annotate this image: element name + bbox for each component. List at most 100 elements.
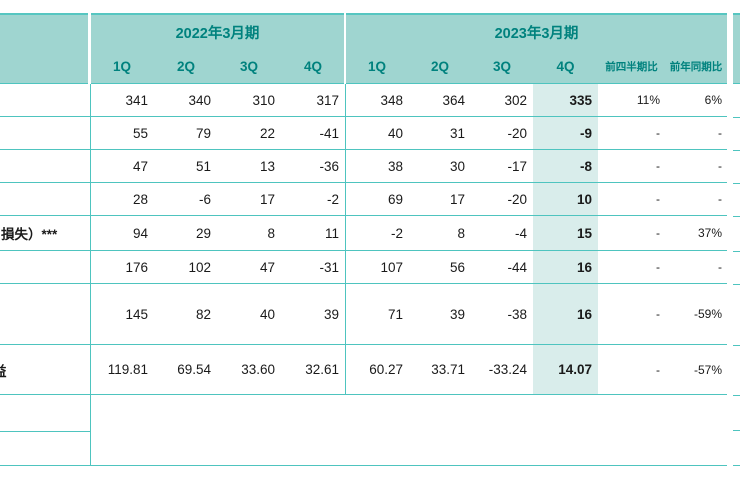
cell-r4-c9: - <box>656 192 660 206</box>
cell-r7-c8: 16 <box>576 306 592 322</box>
cell-r1-c8: 335 <box>569 92 592 108</box>
col-header-2022-2q: 2Q <box>176 58 195 74</box>
cell-r2-c5: 40 <box>387 125 403 141</box>
cell-r2-c6: 31 <box>449 125 465 141</box>
row-label <box>0 84 90 116</box>
cell-r1-c7: 302 <box>504 92 527 108</box>
cell-r8-c4: 32.61 <box>305 362 339 377</box>
cell-r2-c3: 22 <box>259 125 275 141</box>
cell-r3-c9: - <box>656 159 660 173</box>
cell-r7-c5: 71 <box>387 306 403 322</box>
cell-r5-c5: -2 <box>390 225 403 241</box>
cell-r8-c7: -33.24 <box>488 362 527 377</box>
cell-r2-c7: -20 <box>507 125 527 141</box>
cell-r5-c1: 94 <box>132 225 148 241</box>
cell-r4-c5: 69 <box>387 191 403 207</box>
cell-r8-c8: 14.07 <box>558 362 592 377</box>
table-row: 損失）*** 94 29 8 11 -2 8 -4 15 - 37% <box>0 216 727 251</box>
col-header-2022-3q: 3Q <box>239 58 258 74</box>
continuation-row-line <box>733 251 740 252</box>
cell-r8-c3: 33.60 <box>241 362 275 377</box>
cell-r6-c1: 176 <box>125 259 148 275</box>
col-header-yoy: 前年同期比 <box>669 60 723 73</box>
continuation-row-line <box>733 465 740 466</box>
cell-r6-c8: 16 <box>576 259 592 275</box>
col-header-2023-3q: 3Q <box>492 58 511 74</box>
cell-r2-c4: -41 <box>319 125 339 141</box>
table-row: 28 -6 17 -2 69 17 -20 10 - - <box>0 183 727 216</box>
row-label <box>0 183 90 215</box>
cell-r6-c4: -31 <box>319 259 339 275</box>
cell-r1-c10: 6% <box>704 93 722 107</box>
table-row: 55 79 22 -41 40 31 -20 -9 - - <box>0 117 727 150</box>
cell-r2-c10: - <box>718 126 722 140</box>
cell-r6-c10: - <box>718 260 722 274</box>
cell-r8-c2: 69.54 <box>177 362 211 377</box>
header-2022-block <box>91 13 344 84</box>
cell-r4-c4: -2 <box>326 191 339 207</box>
cell-r8-c10: -57% <box>693 362 722 377</box>
continuation-row-line <box>733 150 740 151</box>
cell-r7-c3: 40 <box>259 306 275 322</box>
cell-r5-c8: 15 <box>576 225 592 241</box>
continuation-row-line <box>733 216 740 217</box>
cell-r4-c8: 10 <box>576 191 592 207</box>
continuation-row-line <box>733 284 740 285</box>
table-bottom-border <box>0 465 727 466</box>
cell-r1-c1: 341 <box>125 92 148 108</box>
cell-r3-c5: 38 <box>387 158 403 174</box>
cell-r6-c9: - <box>656 260 660 274</box>
cell-r3-c6: 30 <box>449 158 465 174</box>
continuation-row-line <box>733 183 740 184</box>
cell-r2-c2: 79 <box>195 125 211 141</box>
cell-r5-c9: - <box>656 226 660 240</box>
cell-r3-c2: 51 <box>195 158 211 174</box>
col-header-2023-4q: 4Q <box>556 58 575 74</box>
cell-r3-c3: 13 <box>259 158 275 174</box>
row-label <box>0 117 90 149</box>
table-row: 47 51 13 -36 38 30 -17 -8 - - <box>0 150 727 183</box>
cell-r3-c10: - <box>718 159 722 173</box>
cell-r8-c5: 60.27 <box>369 362 403 377</box>
cell-r8-c1: 119.81 <box>107 362 148 377</box>
cell-r8-c9: - <box>656 362 660 377</box>
cell-r4-c6: 17 <box>449 191 465 207</box>
col-header-qoq: 前四半期比 <box>605 60 658 73</box>
cell-r7-c6: 39 <box>449 306 465 322</box>
cell-r5-c6: 8 <box>457 225 465 241</box>
cell-r1-c4: 317 <box>316 92 339 108</box>
cell-r7-c9: - <box>656 307 660 321</box>
cell-r7-c2: 82 <box>195 306 211 322</box>
cell-r6-c5: 107 <box>380 259 403 275</box>
table-row: 益 119.81 69.54 33.60 32.61 60.27 33.71 -33.24 14… <box>0 345 727 395</box>
cell-r7-c4: 39 <box>323 306 339 322</box>
cell-r1-c9: 11% <box>636 93 660 107</box>
row-label: 益 <box>0 345 90 394</box>
cell-r6-c6: 56 <box>449 259 465 275</box>
cell-r4-c3: 17 <box>259 191 275 207</box>
cell-r5-c7: -4 <box>514 225 527 241</box>
cell-r6-c7: -44 <box>507 259 527 275</box>
cell-r2-c8: -9 <box>579 125 592 141</box>
col-header-2022-4q: 4Q <box>303 58 322 74</box>
cell-r3-c4: -36 <box>319 158 339 174</box>
cell-r3-c1: 47 <box>132 158 148 174</box>
continuation-row-line <box>733 117 740 118</box>
cell-r7-c1: 145 <box>125 306 148 322</box>
header-2023-block <box>346 13 727 84</box>
row-label <box>0 150 90 182</box>
continuation-row-line <box>733 430 740 431</box>
continuation-row-line <box>733 395 740 396</box>
table-row: 341 340 310 317 348 364 302 335 11% 6% <box>0 84 727 117</box>
header-row-label-block <box>0 13 88 84</box>
cell-r2-c9: - <box>656 126 660 140</box>
cell-r5-c3: 8 <box>267 225 275 241</box>
cell-r6-c2: 102 <box>188 259 211 275</box>
cell-r5-c2: 29 <box>195 225 211 241</box>
highlight-column-2023-4q <box>533 84 598 395</box>
cell-r4-c10: - <box>718 192 722 206</box>
cell-r1-c2: 340 <box>188 92 211 108</box>
table-row: 176 102 47 -31 107 56 -44 16 - - <box>0 251 727 284</box>
header-continuation-block <box>733 13 740 84</box>
